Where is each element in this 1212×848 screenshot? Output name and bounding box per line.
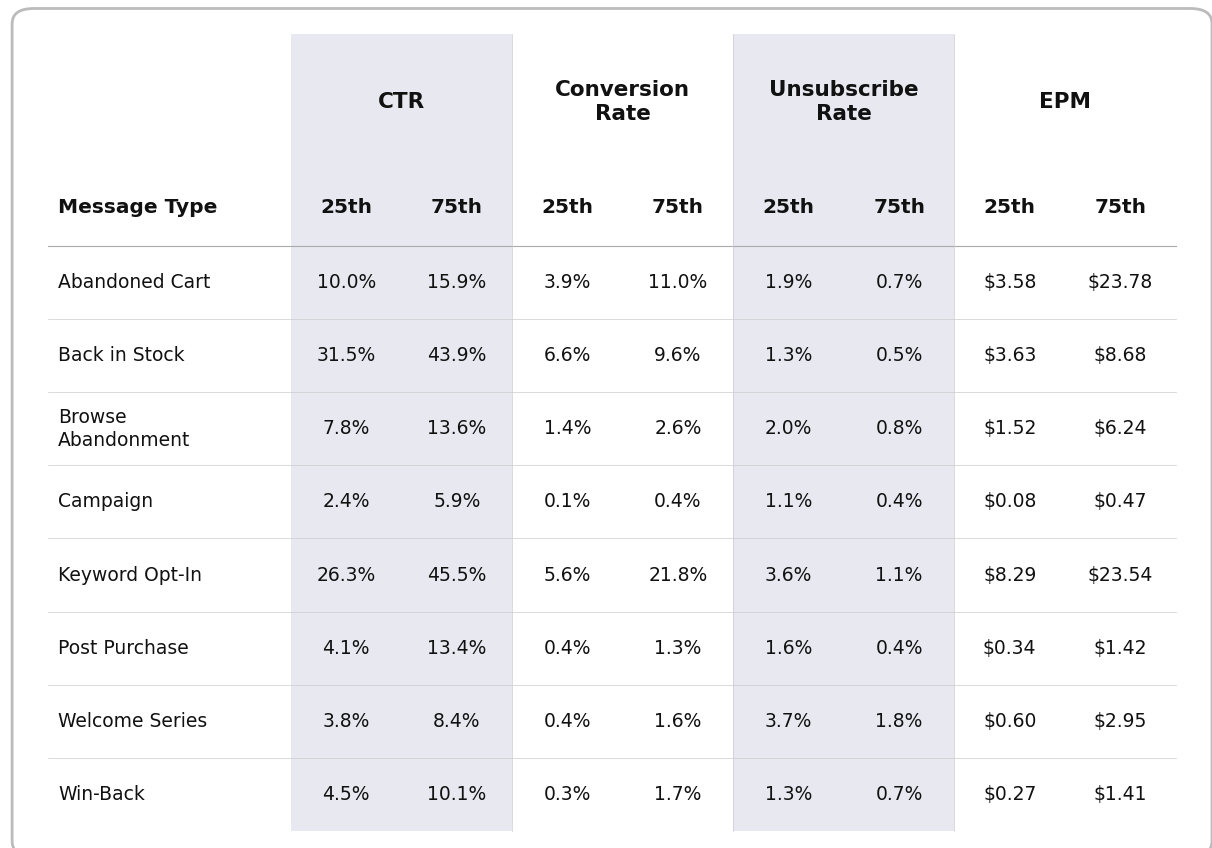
Text: 1.3%: 1.3% bbox=[654, 639, 702, 658]
Text: $0.08: $0.08 bbox=[983, 493, 1036, 511]
Text: 3.7%: 3.7% bbox=[765, 711, 812, 731]
Text: 75th: 75th bbox=[1094, 198, 1147, 217]
Text: $1.52: $1.52 bbox=[983, 419, 1036, 438]
Text: Conversion
Rate: Conversion Rate bbox=[555, 80, 690, 124]
Text: 25th: 25th bbox=[762, 198, 814, 217]
Text: 26.3%: 26.3% bbox=[316, 566, 376, 584]
Text: 15.9%: 15.9% bbox=[427, 273, 486, 292]
Text: Post Purchase: Post Purchase bbox=[58, 639, 189, 658]
Text: 0.4%: 0.4% bbox=[654, 493, 702, 511]
Text: 1.7%: 1.7% bbox=[654, 785, 702, 804]
Text: 1.3%: 1.3% bbox=[765, 346, 812, 365]
Text: Campaign: Campaign bbox=[58, 493, 153, 511]
Text: $8.29: $8.29 bbox=[983, 566, 1036, 584]
Text: 25th: 25th bbox=[320, 198, 372, 217]
Text: 4.1%: 4.1% bbox=[322, 639, 370, 658]
Text: 0.7%: 0.7% bbox=[875, 273, 922, 292]
Text: $1.42: $1.42 bbox=[1093, 639, 1147, 658]
Text: 43.9%: 43.9% bbox=[427, 346, 486, 365]
Text: $23.78: $23.78 bbox=[1087, 273, 1153, 292]
Text: $0.27: $0.27 bbox=[983, 785, 1036, 804]
Text: $1.41: $1.41 bbox=[1093, 785, 1147, 804]
Text: 0.4%: 0.4% bbox=[544, 639, 591, 658]
Text: 0.4%: 0.4% bbox=[875, 493, 922, 511]
Text: $0.47: $0.47 bbox=[1093, 493, 1147, 511]
Text: 13.6%: 13.6% bbox=[427, 419, 486, 438]
Text: 5.9%: 5.9% bbox=[433, 493, 480, 511]
Text: 25th: 25th bbox=[984, 198, 1036, 217]
Text: 21.8%: 21.8% bbox=[648, 566, 708, 584]
Text: 45.5%: 45.5% bbox=[427, 566, 486, 584]
Text: 3.6%: 3.6% bbox=[765, 566, 812, 584]
Text: 0.8%: 0.8% bbox=[875, 419, 922, 438]
Text: 1.9%: 1.9% bbox=[765, 273, 812, 292]
Text: 5.6%: 5.6% bbox=[544, 566, 591, 584]
Text: Back in Stock: Back in Stock bbox=[58, 346, 184, 365]
Text: $23.54: $23.54 bbox=[1087, 566, 1153, 584]
Text: Unsubscribe
Rate: Unsubscribe Rate bbox=[770, 80, 919, 124]
Text: 0.4%: 0.4% bbox=[544, 711, 591, 731]
Text: 1.6%: 1.6% bbox=[654, 711, 702, 731]
Text: 3.8%: 3.8% bbox=[322, 711, 370, 731]
Text: 1.1%: 1.1% bbox=[875, 566, 922, 584]
Text: 0.1%: 0.1% bbox=[544, 493, 591, 511]
Text: 6.6%: 6.6% bbox=[544, 346, 591, 365]
Text: 10.1%: 10.1% bbox=[427, 785, 486, 804]
Bar bbox=[291, 34, 511, 831]
Text: Keyword Opt-In: Keyword Opt-In bbox=[58, 566, 202, 584]
Bar bbox=[511, 34, 733, 831]
Text: 13.4%: 13.4% bbox=[427, 639, 486, 658]
Text: 75th: 75th bbox=[652, 198, 704, 217]
Bar bbox=[955, 34, 1176, 831]
Text: Welcome Series: Welcome Series bbox=[58, 711, 207, 731]
Text: 0.3%: 0.3% bbox=[544, 785, 591, 804]
Text: $3.58: $3.58 bbox=[983, 273, 1036, 292]
Text: 9.6%: 9.6% bbox=[654, 346, 702, 365]
Text: $6.24: $6.24 bbox=[1093, 419, 1147, 438]
Text: 2.6%: 2.6% bbox=[654, 419, 702, 438]
Text: 2.0%: 2.0% bbox=[765, 419, 812, 438]
Text: 10.0%: 10.0% bbox=[316, 273, 376, 292]
Text: 7.8%: 7.8% bbox=[322, 419, 370, 438]
Text: 0.4%: 0.4% bbox=[875, 639, 922, 658]
Text: 11.0%: 11.0% bbox=[648, 273, 708, 292]
Text: 31.5%: 31.5% bbox=[316, 346, 376, 365]
Text: 25th: 25th bbox=[542, 198, 594, 217]
Text: $0.34: $0.34 bbox=[983, 639, 1036, 658]
Text: CTR: CTR bbox=[378, 92, 425, 112]
Text: 1.1%: 1.1% bbox=[765, 493, 812, 511]
Text: Message Type: Message Type bbox=[58, 198, 217, 217]
Text: 1.3%: 1.3% bbox=[765, 785, 812, 804]
Text: EPM: EPM bbox=[1039, 92, 1091, 112]
Text: $3.63: $3.63 bbox=[983, 346, 1036, 365]
Bar bbox=[733, 34, 955, 831]
Text: $8.68: $8.68 bbox=[1093, 346, 1147, 365]
Text: $0.60: $0.60 bbox=[983, 711, 1036, 731]
Text: 8.4%: 8.4% bbox=[433, 711, 480, 731]
Text: Browse
Abandonment: Browse Abandonment bbox=[58, 408, 190, 450]
Text: 0.7%: 0.7% bbox=[875, 785, 922, 804]
Text: 3.9%: 3.9% bbox=[544, 273, 591, 292]
Text: Abandoned Cart: Abandoned Cart bbox=[58, 273, 211, 292]
Text: 75th: 75th bbox=[873, 198, 925, 217]
Text: 1.6%: 1.6% bbox=[765, 639, 812, 658]
Text: Win-Back: Win-Back bbox=[58, 785, 145, 804]
Text: 2.4%: 2.4% bbox=[322, 493, 370, 511]
Text: 75th: 75th bbox=[430, 198, 482, 217]
Text: 4.5%: 4.5% bbox=[322, 785, 370, 804]
Text: 1.4%: 1.4% bbox=[544, 419, 591, 438]
Text: 1.8%: 1.8% bbox=[875, 711, 922, 731]
Text: 0.5%: 0.5% bbox=[875, 346, 922, 365]
Text: $2.95: $2.95 bbox=[1093, 711, 1147, 731]
